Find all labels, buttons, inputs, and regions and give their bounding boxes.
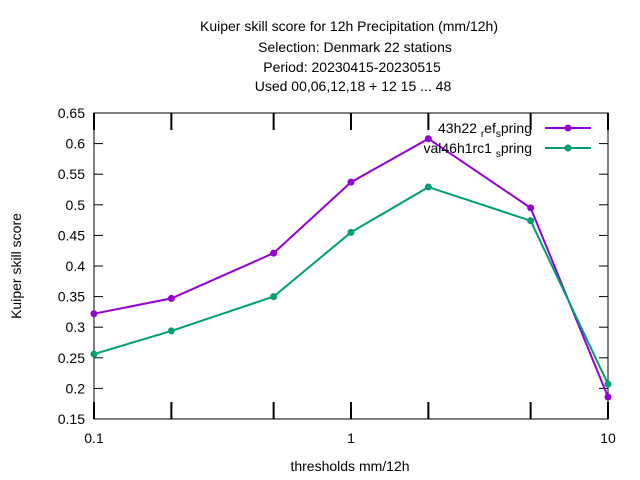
data-point xyxy=(604,393,612,401)
data-point xyxy=(527,204,535,212)
legend-marker-2 xyxy=(564,144,572,152)
data-point xyxy=(424,135,432,143)
y-tick-label: 0.3 xyxy=(66,319,86,335)
legend-label-2: val46h1rc1 spring xyxy=(423,140,532,160)
title-line-4: Used 00,06,12,18 + 12 15 ... 48 xyxy=(255,78,452,94)
x-axis: 0.1 1 10 xyxy=(84,113,616,446)
data-point xyxy=(167,327,175,335)
y-tick-label: 0.15 xyxy=(58,411,85,427)
series-line-2 xyxy=(93,186,609,385)
y-tick-label: 0.25 xyxy=(58,350,85,366)
y-tick-label: 0.35 xyxy=(58,289,85,305)
series-group xyxy=(90,135,612,401)
data-point xyxy=(270,249,278,257)
y-tick-label: 0.2 xyxy=(66,380,86,396)
x-tick-label: 10 xyxy=(600,430,616,446)
series-line-1 xyxy=(93,137,609,398)
plot-frame xyxy=(93,112,609,420)
x-axis-label: thresholds mm/12h xyxy=(290,458,409,474)
y-tick-label: 0.65 xyxy=(58,105,85,121)
data-point xyxy=(424,183,432,191)
data-point xyxy=(347,178,355,186)
chart-title: Kuiper skill score for 12h Precipitation… xyxy=(200,18,498,94)
y-tick-label: 0.5 xyxy=(66,197,86,213)
y-tick-label: 0.45 xyxy=(58,227,85,243)
legend-label-1: 43h22 refspring xyxy=(438,120,532,140)
data-point xyxy=(527,217,535,225)
y-tick-label: 0.6 xyxy=(66,136,86,152)
x-tick-label: 1 xyxy=(347,430,355,446)
title-line-1: Kuiper skill score for 12h Precipitation… xyxy=(200,18,498,34)
title-line-3: Period: 20230415-20230515 xyxy=(263,59,441,75)
data-point xyxy=(347,228,355,236)
y-tick-label: 0.55 xyxy=(58,166,85,182)
y-axis-label: Kuiper skill score xyxy=(8,213,24,319)
data-point xyxy=(90,350,98,358)
y-tick-label: 0.4 xyxy=(66,258,86,274)
x-tick-label: 0.1 xyxy=(84,430,104,446)
data-point xyxy=(270,293,278,301)
data-point xyxy=(604,380,612,388)
title-line-2: Selection: Denmark 22 stations xyxy=(258,39,452,55)
y-axis: 0.15 0.2 0.25 0.3 0.35 0.4 0.45 0.5 0.55 0.6 0.65 xyxy=(58,105,608,427)
data-point xyxy=(90,310,98,318)
legend-marker-1 xyxy=(564,124,572,132)
data-point xyxy=(167,294,175,302)
